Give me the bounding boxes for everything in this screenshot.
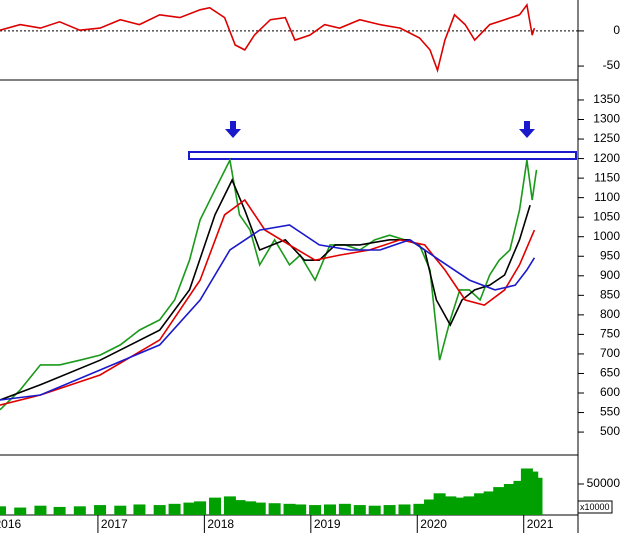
y-tick-label: 800 — [600, 307, 620, 321]
x-tick-label: 2019 — [314, 517, 341, 531]
y-tick-label: 1000 — [593, 229, 620, 243]
arrow — [225, 121, 241, 138]
arrow — [519, 121, 535, 138]
volume-bar — [94, 505, 107, 515]
y-tick-label: 1200 — [593, 151, 620, 165]
volume-bar — [338, 503, 351, 515]
y-tick-label: 1050 — [593, 209, 620, 223]
y-tick-label: 1150 — [594, 170, 620, 184]
y-tick-label: 50000 — [587, 476, 621, 490]
series-line — [0, 2, 536, 74]
y-tick-label: 750 — [600, 327, 620, 341]
y-tick-label: 950 — [600, 248, 620, 262]
y-tick-label: 1100 — [594, 190, 620, 204]
volume-bar — [309, 505, 322, 515]
series-line — [0, 157, 538, 411]
volume-bar — [133, 504, 146, 515]
x-tick-label: 2017 — [101, 517, 128, 531]
volume-bar — [530, 477, 543, 515]
volume-bar — [444, 496, 457, 515]
y-tick-label: 700 — [600, 346, 620, 360]
volume-bar — [433, 493, 446, 515]
volume-bar — [268, 503, 281, 515]
y-tick-label: 850 — [600, 287, 620, 301]
series-line — [0, 224, 536, 401]
volume-bar — [483, 491, 496, 515]
volume-bar — [244, 501, 257, 515]
volume-bar — [463, 496, 476, 515]
volume-bar — [194, 501, 207, 515]
volume-bar — [453, 497, 466, 515]
volume-bar — [0, 506, 6, 515]
volume-bar — [413, 503, 426, 515]
x-tick-label: 2018 — [207, 517, 234, 531]
x-tick-label: 2021 — [527, 517, 554, 531]
volume-bar — [383, 505, 396, 515]
y-tick-label: 550 — [600, 405, 620, 419]
volume-bar — [493, 487, 506, 515]
resistance-box — [188, 151, 577, 160]
y-tick-label: -50 — [603, 58, 621, 72]
series-line — [0, 178, 531, 401]
y-tick-label: 1350 — [593, 92, 620, 106]
unit-label: x10000 — [580, 502, 610, 512]
y-tick-label: 1300 — [593, 112, 620, 126]
volume-bar — [209, 497, 222, 515]
volume-bar — [114, 505, 127, 515]
volume-bar — [223, 496, 236, 515]
y-tick-label: 600 — [600, 385, 620, 399]
volume-bar — [183, 502, 196, 515]
volume-bar — [368, 505, 381, 515]
volume-bar — [283, 503, 296, 515]
volume-bar — [424, 499, 437, 515]
volume-bar — [53, 506, 66, 515]
volume-bar — [474, 493, 487, 515]
volume-bar — [14, 507, 27, 515]
volume-bar — [233, 500, 246, 515]
volume-bar — [353, 505, 366, 515]
volume-bar — [168, 503, 181, 515]
volume-bar — [294, 504, 307, 515]
volume-bar — [503, 483, 516, 515]
volume-bar — [323, 504, 336, 515]
volume-bar — [153, 505, 166, 515]
volume-bar — [34, 505, 47, 515]
unit-box — [577, 500, 613, 514]
x-tick-label: 2016 — [0, 517, 22, 531]
y-tick-label: 650 — [600, 366, 620, 380]
series-line — [0, 198, 536, 406]
x-tick-label: 2020 — [420, 517, 447, 531]
volume-bar — [253, 502, 266, 515]
y-tick-label: 900 — [600, 268, 620, 282]
volume-bar — [398, 504, 411, 515]
volume-bar — [73, 506, 86, 515]
y-tick-label: 1250 — [593, 131, 620, 145]
y-tick-label: 0 — [613, 23, 620, 37]
y-tick-label: 500 — [600, 424, 620, 438]
